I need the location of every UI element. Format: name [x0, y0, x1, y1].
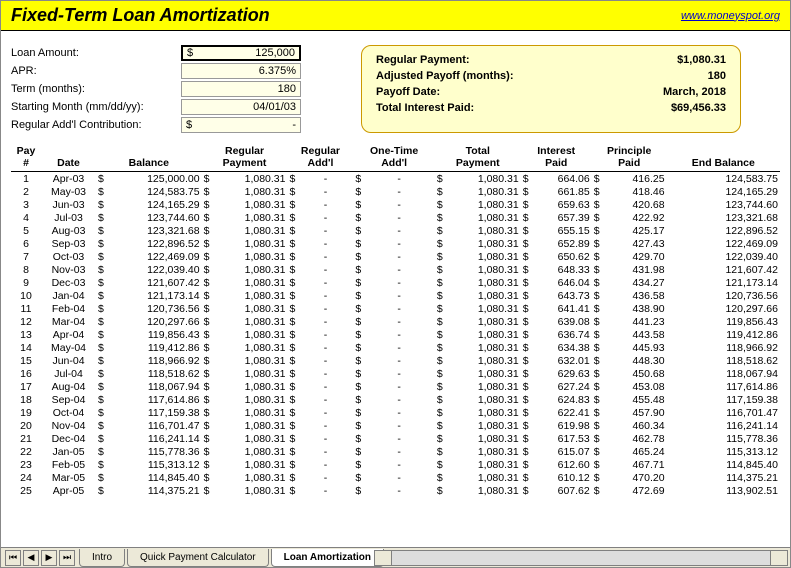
col-reg-addl: RegularAdd'l	[287, 143, 353, 172]
col-total-payment: TotalPayment	[435, 143, 521, 172]
table-row[interactable]: 23Feb-05$115,313.12$1,080.31$-$-$1,080.3…	[11, 458, 780, 471]
table-row[interactable]: 25Apr-05$114,375.21$1,080.31$-$-$1,080.3…	[11, 484, 780, 497]
col-pay: Pay #	[11, 143, 41, 172]
label-payoff-date: Payoff Date:	[376, 84, 440, 100]
input-start-month[interactable]: 04/01/03	[181, 99, 301, 115]
col-one-time: One-TimeAdd'l	[353, 143, 434, 172]
label-loan-amount: Loan Amount:	[11, 47, 181, 59]
amortization-table: Pay # Date Balance RegularPayment Regula…	[11, 143, 780, 497]
table-row[interactable]: 3Jun-03$124,165.29$1,080.31$-$-$1,080.31…	[11, 198, 780, 211]
table-row[interactable]: 2May-03$124,583.75$1,080.31$-$-$1,080.31…	[11, 185, 780, 198]
col-principle-paid: PrinciplePaid	[592, 143, 667, 172]
horizontal-scrollbar[interactable]	[390, 550, 772, 566]
value-total-interest: $69,456.33	[671, 100, 726, 116]
sheet-tabs-bar: ⏮ ◀ ▶ ⏭ Intro Quick Payment Calculator L…	[1, 547, 790, 567]
table-row[interactable]: 18Sep-04$117,614.86$1,080.31$-$-$1,080.3…	[11, 393, 780, 406]
input-addl-contribution[interactable]: $-	[181, 117, 301, 133]
table-row[interactable]: 22Jan-05$115,778.36$1,080.31$-$-$1,080.3…	[11, 445, 780, 458]
label-regular-payment: Regular Payment:	[376, 52, 470, 68]
table-header-row: Pay # Date Balance RegularPayment Regula…	[11, 143, 780, 172]
value-payoff-date: March, 2018	[663, 84, 726, 100]
value-regular-payment: $1,080.31	[677, 52, 726, 68]
table-row[interactable]: 15Jun-04$118,966.92$1,080.31$-$-$1,080.3…	[11, 354, 780, 367]
input-loan-amount[interactable]: $125,000	[181, 45, 301, 61]
table-row[interactable]: 24Mar-05$114,845.40$1,080.31$-$-$1,080.3…	[11, 471, 780, 484]
amortization-table-wrap: Pay # Date Balance RegularPayment Regula…	[1, 143, 790, 543]
nav-last-icon[interactable]: ⏭	[59, 550, 75, 566]
table-row[interactable]: 11Feb-04$120,736.56$1,080.31$-$-$1,080.3…	[11, 302, 780, 315]
col-end-balance: End Balance	[667, 143, 780, 172]
label-total-interest: Total Interest Paid:	[376, 100, 474, 116]
title-bar: Fixed-Term Loan Amortization www.moneysp…	[1, 1, 790, 31]
table-row[interactable]: 16Jul-04$118,518.62$1,080.31$-$-$1,080.3…	[11, 367, 780, 380]
col-date: Date	[41, 143, 96, 172]
table-row[interactable]: 13Apr-04$119,856.43$1,080.31$-$-$1,080.3…	[11, 328, 780, 341]
table-row[interactable]: 6Sep-03$122,896.52$1,080.31$-$-$1,080.31…	[11, 237, 780, 250]
table-row[interactable]: 4Jul-03$123,744.60$1,080.31$-$-$1,080.31…	[11, 211, 780, 224]
table-row[interactable]: 1Apr-03$125,000.00$1,080.31$-$-$1,080.31…	[11, 172, 780, 186]
label-addl-contribution: Regular Add'l Contribution:	[11, 119, 181, 131]
tab-intro[interactable]: Intro	[79, 549, 125, 567]
tab-loan-amortization[interactable]: Loan Amortization	[271, 549, 384, 567]
table-row[interactable]: 7Oct-03$122,469.09$1,080.31$-$-$1,080.31…	[11, 250, 780, 263]
col-reg-payment: RegularPayment	[202, 143, 288, 172]
table-row[interactable]: 5Aug-03$123,321.68$1,080.31$-$-$1,080.31…	[11, 224, 780, 237]
summary-box: Regular Payment: $1,080.31 Adjusted Payof…	[361, 45, 741, 133]
tab-quick-payment[interactable]: Quick Payment Calculator	[127, 549, 269, 567]
label-term: Term (months):	[11, 83, 181, 95]
label-apr: APR:	[11, 65, 181, 77]
table-row[interactable]: 8Nov-03$122,039.40$1,080.31$-$-$1,080.31…	[11, 263, 780, 276]
website-link[interactable]: www.moneyspot.org	[681, 10, 780, 22]
page-title: Fixed-Term Loan Amortization	[11, 5, 270, 26]
col-interest-paid: InterestPaid	[521, 143, 592, 172]
loan-inputs: Loan Amount: $125,000 APR: 6.375% Term (…	[11, 45, 301, 133]
col-balance: Balance	[96, 143, 202, 172]
table-row[interactable]: 17Aug-04$118,067.94$1,080.31$-$-$1,080.3…	[11, 380, 780, 393]
table-row[interactable]: 14May-04$119,412.86$1,080.31$-$-$1,080.3…	[11, 341, 780, 354]
nav-prev-icon[interactable]: ◀	[23, 550, 39, 566]
nav-next-icon[interactable]: ▶	[41, 550, 57, 566]
table-row[interactable]: 12Mar-04$120,297.66$1,080.31$-$-$1,080.3…	[11, 315, 780, 328]
table-row[interactable]: 20Nov-04$116,701.47$1,080.31$-$-$1,080.3…	[11, 419, 780, 432]
table-row[interactable]: 9Dec-03$121,607.42$1,080.31$-$-$1,080.31…	[11, 276, 780, 289]
input-apr[interactable]: 6.375%	[181, 63, 301, 79]
nav-first-icon[interactable]: ⏮	[5, 550, 21, 566]
value-payoff-months: 180	[708, 68, 726, 84]
label-payoff-months: Adjusted Payoff (months):	[376, 68, 514, 84]
label-start-month: Starting Month (mm/dd/yy):	[11, 101, 181, 113]
summary-section: Loan Amount: $125,000 APR: 6.375% Term (…	[1, 31, 790, 143]
input-term[interactable]: 180	[181, 81, 301, 97]
table-row[interactable]: 10Jan-04$121,173.14$1,080.31$-$-$1,080.3…	[11, 289, 780, 302]
table-row[interactable]: 21Dec-04$116,241.14$1,080.31$-$-$1,080.3…	[11, 432, 780, 445]
table-row[interactable]: 19Oct-04$117,159.38$1,080.31$-$-$1,080.3…	[11, 406, 780, 419]
